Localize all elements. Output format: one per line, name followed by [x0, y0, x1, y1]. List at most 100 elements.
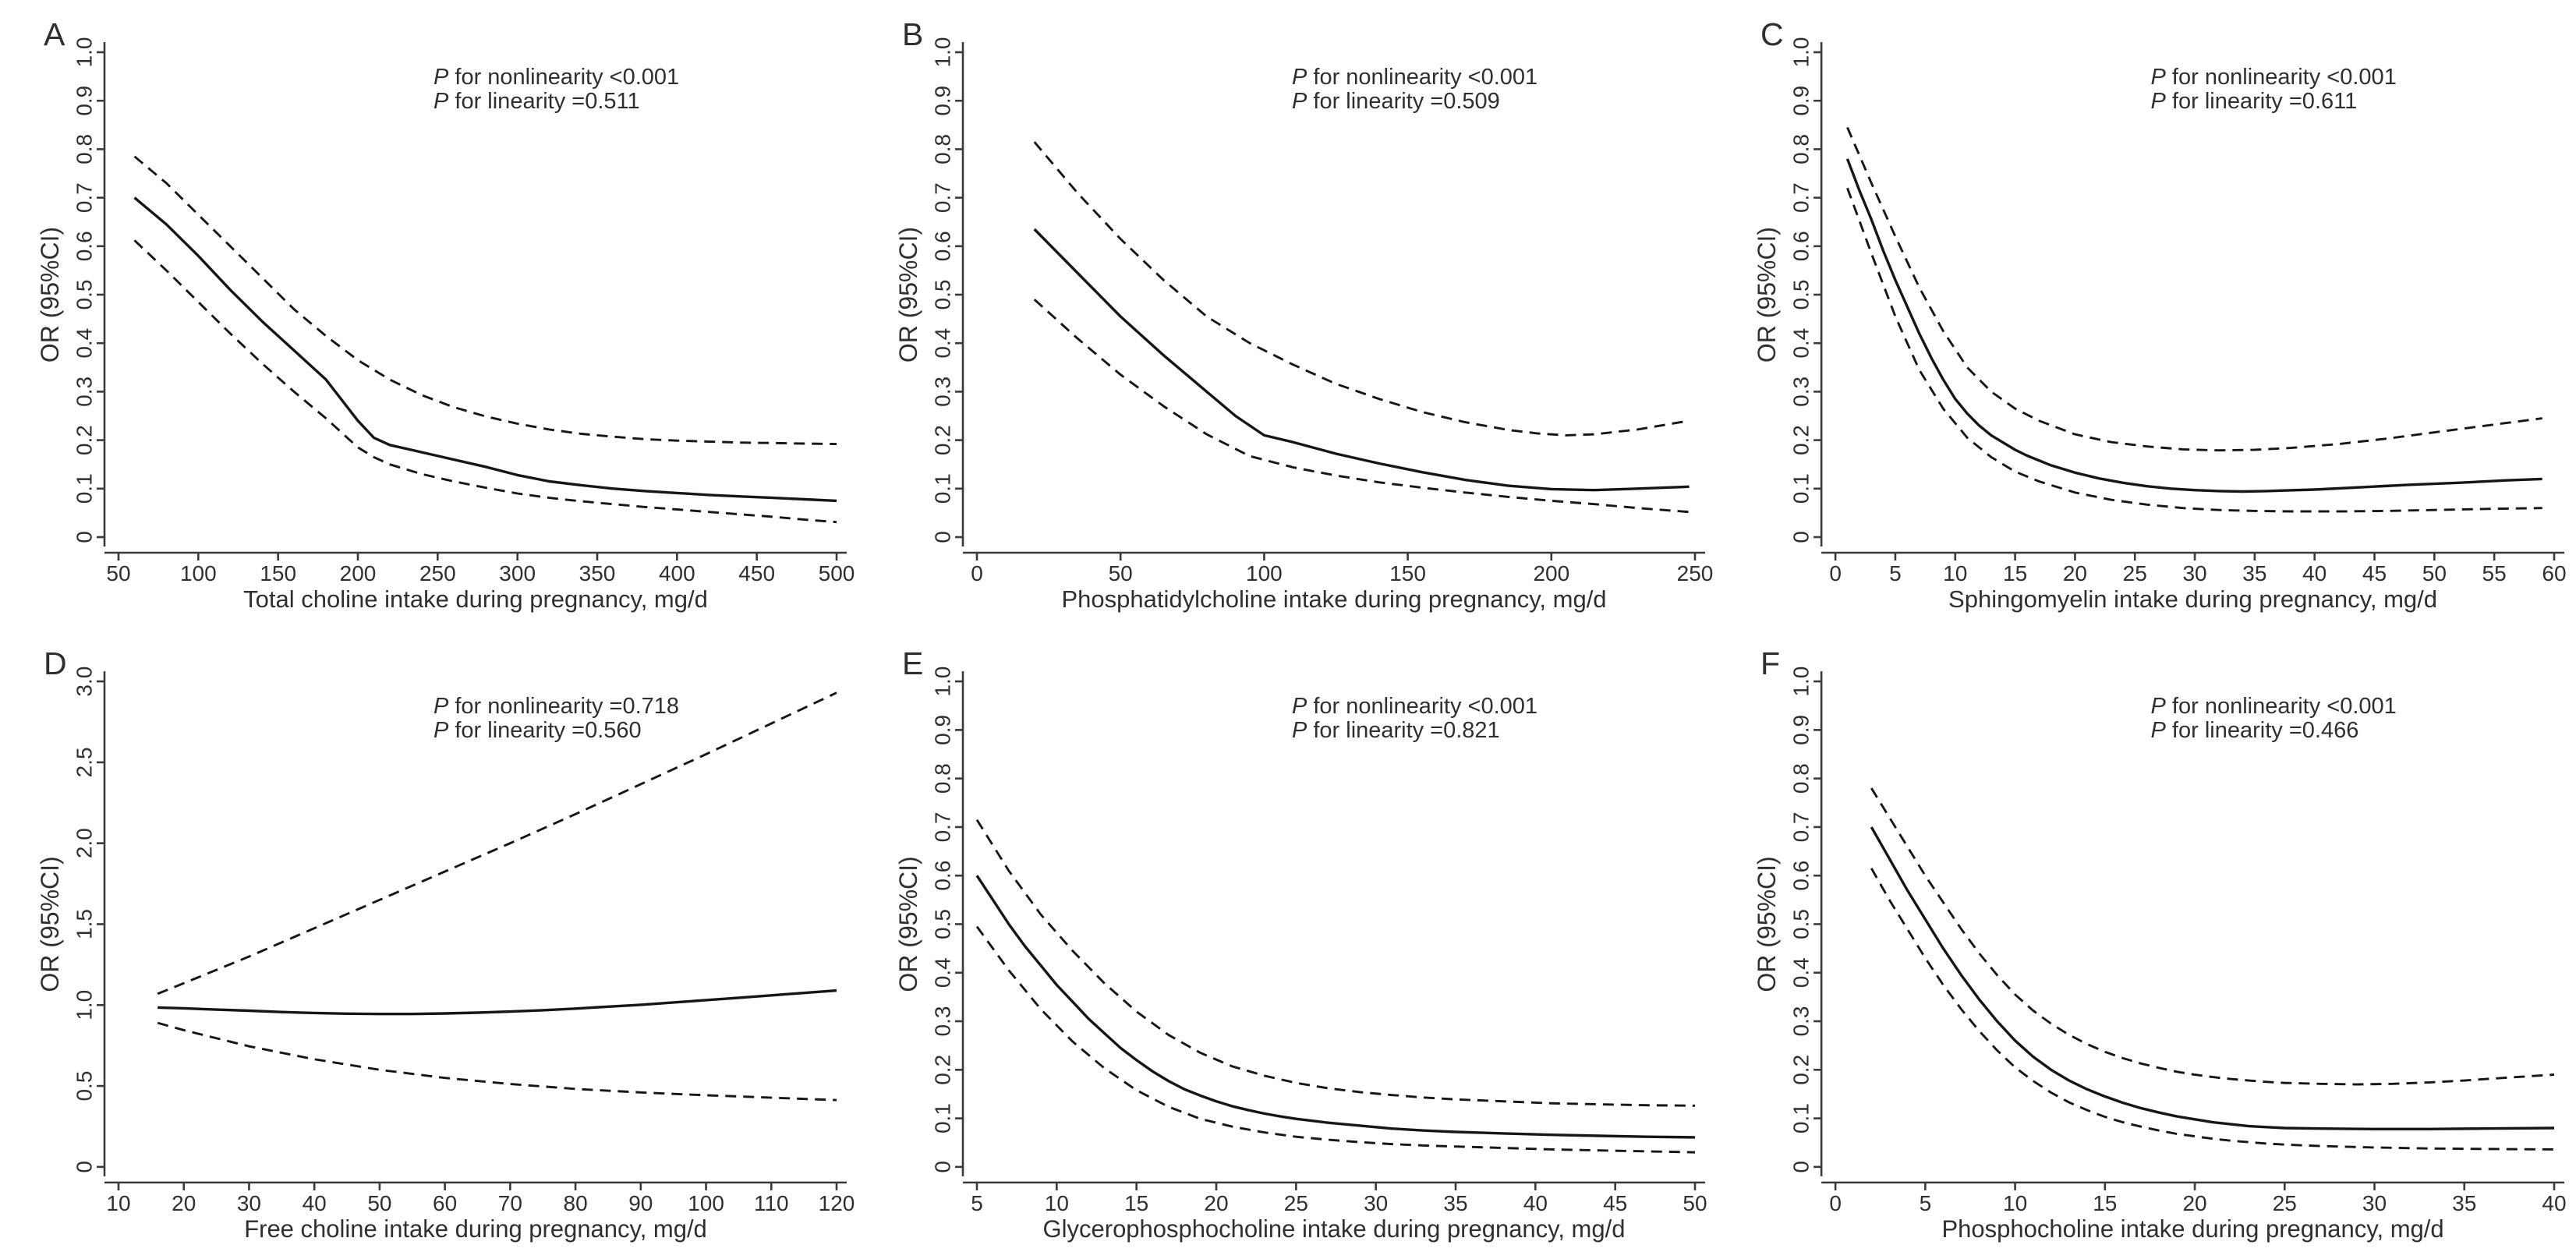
panel-D: D 0 0.5 1.0 1.5 2.0 2.5 3.0 10 20 30 40 50 60 70 80 90 10… [0, 629, 858, 1259]
chart-svg-E: E 0 0.1 0.2 0.3 0.4 0.5 0.6 0.7 0.8 0.9 1.0 5 10 15 20 2… [894, 645, 1707, 1243]
x-tick-label: 5 [971, 1191, 983, 1215]
p-italic: P [2151, 65, 2167, 90]
x-tick-label: 80 [564, 1191, 588, 1215]
panel-letter: F [1760, 645, 1780, 681]
p-rest: for nonlinearity <0.001 [2166, 65, 2397, 90]
or-curve [1845, 158, 2542, 493]
x-tick-label: 150 [260, 561, 296, 585]
y-tick-label: 0.5 [1789, 909, 1813, 939]
x-tick-label: 500 [819, 561, 855, 585]
y-tick-label: 0.9 [931, 715, 955, 745]
p-rest: for linearity =0.511 [448, 89, 639, 114]
x-tick-label: 100 [180, 561, 217, 585]
p-linearity-text: P for linearity =0.511 [433, 89, 640, 114]
x-tick-label: 100 [688, 1191, 724, 1215]
x-tick-label: 45 [1603, 1191, 1627, 1215]
x-tick-label: 50 [106, 561, 130, 585]
p-linearity-text: P for linearity =0.611 [2151, 89, 2358, 114]
y-tick-label: 1.0 [1789, 667, 1813, 697]
x-axis-title: Total choline intake during pregnancy, m… [243, 585, 708, 613]
x-tick-label: 10 [106, 1191, 130, 1215]
x-tick-label: 40 [2302, 561, 2327, 585]
p-rest: for linearity =0.466 [2166, 718, 2359, 743]
p-rest: for nonlinearity =0.718 [448, 694, 679, 719]
or-curve [975, 875, 1696, 1139]
x-axis-title: Phosphocholine intake during pregnancy, … [1941, 1215, 2443, 1243]
p-rest: for linearity =0.509 [1307, 89, 1499, 114]
y-tick-label: 0.7 [1789, 182, 1813, 213]
y-tick-label: 3.0 [73, 667, 97, 697]
p-italic: P [1292, 694, 1307, 719]
p-italic: P [2151, 694, 2167, 719]
or-curve [133, 196, 837, 503]
y-tick-label: 0.7 [1789, 812, 1813, 842]
y-tick-label: 0.4 [1789, 957, 1813, 988]
p-rest: for linearity =0.821 [1307, 718, 1499, 743]
x-tick-label: 25 [2273, 1191, 2297, 1215]
x-tick-label: 450 [738, 561, 775, 585]
or-curve [1870, 826, 2554, 1130]
y-tick-label: 0 [931, 531, 955, 543]
p-italic: P [433, 89, 449, 114]
ci-lower-curve [1870, 868, 2554, 1151]
x-tick-label: 70 [498, 1191, 522, 1215]
y-tick-label: 0.7 [931, 812, 955, 842]
y-tick-label: 1.0 [1789, 37, 1813, 68]
y-tick-label: 0.3 [1789, 1006, 1813, 1037]
y-tick-label: 1.5 [73, 909, 97, 939]
y-tick-label: 0.8 [73, 134, 97, 164]
p-linearity-text: P for linearity =0.560 [433, 718, 642, 743]
y-tick-label: 0.7 [931, 182, 955, 213]
x-tick-label: 5 [1889, 561, 1902, 585]
p-nonlinearity-text: P for nonlinearity <0.001 [2151, 694, 2397, 719]
x-axis-title: Glycerophosphocholine intake during preg… [1043, 1215, 1626, 1243]
p-italic: P [433, 694, 449, 719]
y-tick-label: 0.2 [1789, 1055, 1813, 1085]
y-tick-label: 0.6 [1789, 231, 1813, 261]
ci-upper-curve [1033, 141, 1690, 437]
y-tick-label: 2.5 [73, 747, 97, 777]
x-tick-label: 15 [2003, 561, 2027, 585]
p-nonlinearity-text: P for nonlinearity =0.718 [433, 694, 679, 719]
ci-lower-curve [975, 925, 1696, 1154]
ci-lower-curve [157, 1021, 837, 1102]
y-tick-label: 0 [73, 1161, 97, 1173]
y-tick-label: 0.8 [1789, 134, 1813, 164]
y-tick-label: 0.2 [931, 425, 955, 455]
y-tick-label: 0.7 [73, 182, 97, 213]
panel-letter: C [1760, 16, 1784, 52]
x-tick-label: 0 [1829, 1191, 1842, 1215]
ci-lower-curve [133, 239, 837, 524]
p-rest: for linearity =0.611 [2166, 89, 2357, 114]
y-tick-label: 0.8 [931, 763, 955, 794]
x-tick-label: 10 [2003, 1191, 2027, 1215]
panel-letter: D [44, 645, 67, 681]
y-axis-title: OR (95%CI) [36, 856, 64, 992]
x-tick-label: 20 [172, 1191, 196, 1215]
x-tick-label: 0 [1829, 561, 1842, 585]
y-tick-label: 0.6 [73, 231, 97, 261]
chart-svg-F: F 0 0.1 0.2 0.3 0.4 0.5 0.6 0.7 0.8 0.9 1.0 0 5 10 15 20… [1753, 645, 2566, 1243]
y-tick-label: 0.3 [931, 1006, 955, 1037]
x-tick-label: 10 [1045, 1191, 1069, 1215]
x-axis-title: Sphingomyelin intake during pregnancy, m… [1948, 585, 2437, 613]
chart-svg-C: C 0 0.1 0.2 0.3 0.4 0.5 0.6 0.7 0.8 0.9 1.0 0 5 10 15 20… [1753, 16, 2567, 613]
panel-letter: B [902, 16, 923, 52]
x-tick-label: 400 [659, 561, 695, 585]
y-tick-label: 0.5 [931, 280, 955, 310]
ci-upper-curve [1846, 126, 2542, 452]
p-rest: for nonlinearity <0.001 [1307, 694, 1537, 719]
x-tick-label: 250 [419, 561, 456, 585]
x-tick-label: 40 [2542, 1191, 2566, 1215]
y-tick-label: 0.5 [1789, 280, 1813, 310]
p-italic: P [2151, 718, 2167, 743]
chart-svg-A: A 0 0.1 0.2 0.3 0.4 0.5 0.6 0.7 0.8 0.9 1.0 50 100 150… [36, 16, 855, 613]
panel-letter: E [902, 645, 923, 681]
y-tick-label: 0.1 [931, 1103, 955, 1133]
x-axis-title: Phosphatidylcholine intake during pregna… [1061, 585, 1606, 613]
y-tick-label: 0.3 [931, 377, 955, 407]
panel-A: A 0 0.1 0.2 0.3 0.4 0.5 0.6 0.7 0.8 0.9 1.0 50 100 150… [0, 0, 858, 629]
y-tick-label: 0.2 [73, 425, 97, 455]
x-tick-label: 30 [237, 1191, 261, 1215]
